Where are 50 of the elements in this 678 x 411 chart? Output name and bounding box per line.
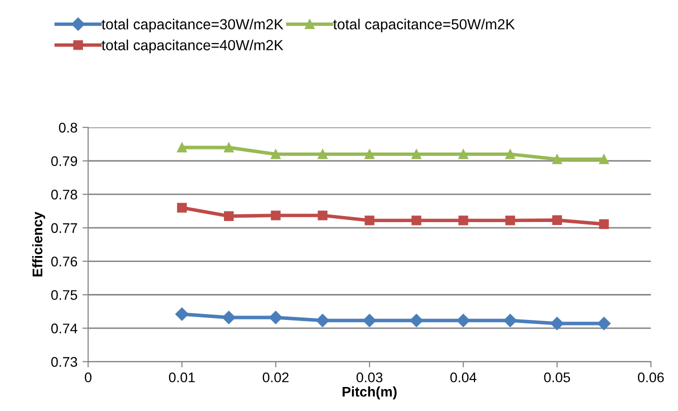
y-axis-title: Efficiency [32, 212, 46, 276]
point [458, 149, 468, 160]
legend-label: total capacitance=40W/m2K [102, 40, 284, 54]
y-tick-label: 0.76 [51, 256, 78, 266]
point [364, 149, 374, 160]
y-tick-label: 0.73 [51, 357, 78, 367]
point [410, 314, 423, 328]
point [552, 215, 562, 225]
point [224, 211, 234, 221]
point [175, 308, 189, 321]
point [458, 216, 468, 226]
point [269, 310, 282, 324]
x-tick-label: 0 [84, 372, 92, 382]
x-tick-label: 0.02 [262, 372, 289, 382]
point [224, 142, 234, 152]
legend-label: total capacitance=30W/m2K [102, 18, 284, 32]
y-tick-label: 0.77 [51, 223, 78, 233]
point [222, 310, 236, 324]
point [550, 316, 564, 330]
point [364, 216, 374, 226]
legend-label: total capacitance=50W/m2K [333, 18, 515, 32]
point [505, 149, 516, 160]
point [505, 216, 516, 226]
point [270, 210, 281, 220]
point [412, 216, 422, 226]
point [318, 149, 328, 160]
point [362, 314, 376, 328]
y-tick-label: 0.78 [51, 190, 78, 200]
point [599, 154, 609, 164]
point [597, 316, 611, 330]
y-tick-label: 0.8 [58, 122, 78, 133]
y-tick-label: 0.75 [51, 290, 78, 300]
x-tick-label: 0.03 [356, 372, 382, 382]
point [599, 219, 609, 229]
point [316, 314, 330, 328]
point [456, 314, 470, 328]
point [552, 154, 562, 164]
x-tick-label: 0.05 [544, 372, 570, 382]
point [270, 149, 281, 160]
y-tick-label: 0.74 [51, 324, 78, 334]
x-tick-label: 0.06 [638, 372, 664, 382]
point [318, 210, 328, 220]
y-tick-label: 0.79 [51, 156, 78, 166]
point [177, 202, 187, 213]
point [504, 314, 517, 328]
x-tick-label: 0.01 [168, 372, 195, 382]
point [177, 142, 187, 152]
point [412, 149, 422, 160]
x-tick-label: 0.04 [450, 372, 476, 382]
x-axis-title: Pitch(m) [342, 386, 397, 400]
